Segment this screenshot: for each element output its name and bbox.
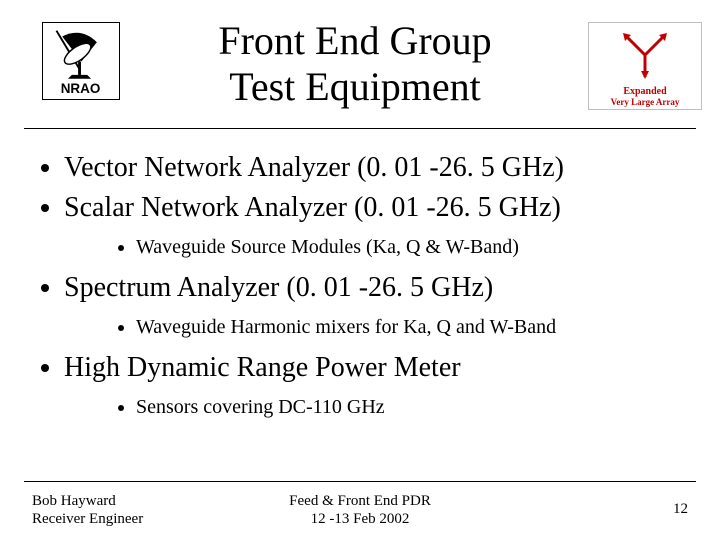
evla-logo-line1: Expanded xyxy=(589,86,701,97)
sub-bullet-list: Waveguide Source Modules (Ka, Q & W-Band… xyxy=(64,232,684,262)
divider-top xyxy=(24,128,696,129)
bullet-text: Spectrum Analyzer (0. 01 -26. 5 GHz) xyxy=(64,272,493,303)
slide-body: Vector Network Analyzer (0. 01 -26. 5 GH… xyxy=(36,148,684,428)
bullet-text: High Dynamic Range Power Meter xyxy=(64,352,461,383)
nrao-logo-text: NRAO xyxy=(61,81,101,96)
slide-title-line2: Test Equipment xyxy=(140,64,570,110)
sub-bullet-text: Waveguide Source Modules (Ka, Q & W-Band… xyxy=(136,236,519,258)
sub-bullet-text: Sensors covering DC-110 GHz xyxy=(136,396,385,418)
slide-footer: Bob Hayward Receiver Engineer Feed & Fro… xyxy=(32,488,688,528)
bullet-item: Spectrum Analyzer (0. 01 -26. 5 GHz) Wav… xyxy=(64,268,684,342)
sub-bullet-text: Waveguide Harmonic mixers for Ka, Q and … xyxy=(136,316,556,338)
sub-bullet-item: Waveguide Harmonic mixers for Ka, Q and … xyxy=(136,312,684,342)
divider-bottom xyxy=(24,481,696,482)
bullet-text: Scalar Network Analyzer (0. 01 -26. 5 GH… xyxy=(64,192,561,223)
nrao-logo-icon: NRAO xyxy=(43,23,118,98)
sub-bullet-list: Waveguide Harmonic mixers for Ka, Q and … xyxy=(64,312,684,342)
evla-logo-line2: Very Large Array xyxy=(589,97,701,107)
bullet-item: Vector Network Analyzer (0. 01 -26. 5 GH… xyxy=(64,148,684,188)
footer-date: 12 -13 Feb 2002 xyxy=(32,510,688,528)
evla-logo-icon xyxy=(615,29,675,79)
bullet-item: Scalar Network Analyzer (0. 01 -26. 5 GH… xyxy=(64,188,684,262)
page-number: 12 xyxy=(673,501,688,517)
footer-right: 12 xyxy=(673,500,688,518)
bullet-list: Vector Network Analyzer (0. 01 -26. 5 GH… xyxy=(36,148,684,422)
bullet-item: High Dynamic Range Power Meter Sensors c… xyxy=(64,348,684,422)
sub-bullet-list: Sensors covering DC-110 GHz xyxy=(64,392,684,422)
sub-bullet-item: Waveguide Source Modules (Ka, Q & W-Band… xyxy=(136,232,684,262)
evla-logo: Expanded Very Large Array xyxy=(588,22,702,110)
sub-bullet-item: Sensors covering DC-110 GHz xyxy=(136,392,684,422)
bullet-text: Vector Network Analyzer (0. 01 -26. 5 GH… xyxy=(64,152,564,183)
slide-title-line1: Front End Group xyxy=(140,18,570,64)
slide: NRAO Expanded Very Large Array Front End… xyxy=(0,0,720,540)
slide-header: NRAO Expanded Very Large Array Front End… xyxy=(0,0,720,128)
slide-title: Front End Group Test Equipment xyxy=(140,18,570,110)
footer-center: Feed & Front End PDR 12 -13 Feb 2002 xyxy=(32,492,688,528)
nrao-logo: NRAO xyxy=(42,22,120,100)
footer-event: Feed & Front End PDR xyxy=(32,492,688,510)
